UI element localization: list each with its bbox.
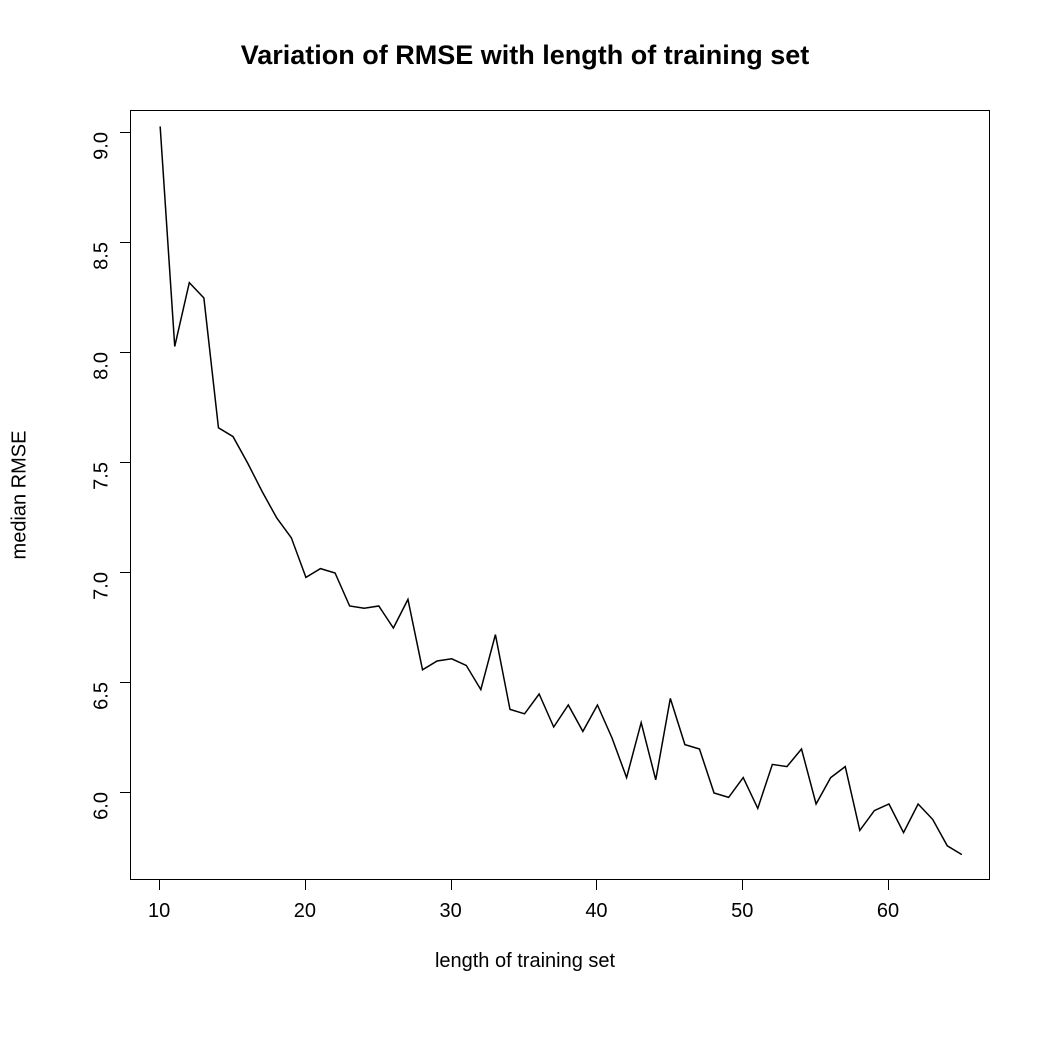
y-tick-mark xyxy=(120,462,130,463)
x-tick-label: 20 xyxy=(294,900,316,923)
chart-container: Variation of RMSE with length of trainin… xyxy=(0,0,1050,1050)
x-tick-mark xyxy=(159,880,160,890)
y-tick-mark xyxy=(120,352,130,353)
x-tick-label: 60 xyxy=(877,900,899,923)
x-tick-label: 40 xyxy=(585,900,607,923)
y-tick-mark xyxy=(120,572,130,573)
plot-area xyxy=(130,110,990,880)
y-axis-label: median RMSE xyxy=(9,431,32,560)
y-tick-label: 7.5 xyxy=(91,462,114,490)
x-tick-label: 10 xyxy=(148,900,170,923)
y-tick-label: 7.0 xyxy=(91,572,114,600)
y-tick-mark xyxy=(120,682,130,683)
y-tick-label: 9.0 xyxy=(91,132,114,160)
y-tick-label: 6.5 xyxy=(91,682,114,710)
data-line xyxy=(160,126,962,854)
y-tick-mark xyxy=(120,792,130,793)
x-tick-mark xyxy=(451,880,452,890)
y-tick-label: 6.0 xyxy=(91,792,114,820)
x-tick-mark xyxy=(888,880,889,890)
y-tick-mark xyxy=(120,132,130,133)
y-tick-mark xyxy=(120,242,130,243)
x-tick-label: 50 xyxy=(731,900,753,923)
x-tick-mark xyxy=(596,880,597,890)
x-tick-label: 30 xyxy=(440,900,462,923)
x-tick-mark xyxy=(742,880,743,890)
x-axis-label: length of training set xyxy=(0,950,1050,973)
plot-svg xyxy=(131,111,991,881)
chart-title: Variation of RMSE with length of trainin… xyxy=(0,40,1050,71)
y-tick-label: 8.0 xyxy=(91,352,114,380)
x-tick-mark xyxy=(305,880,306,890)
y-tick-label: 8.5 xyxy=(91,242,114,270)
